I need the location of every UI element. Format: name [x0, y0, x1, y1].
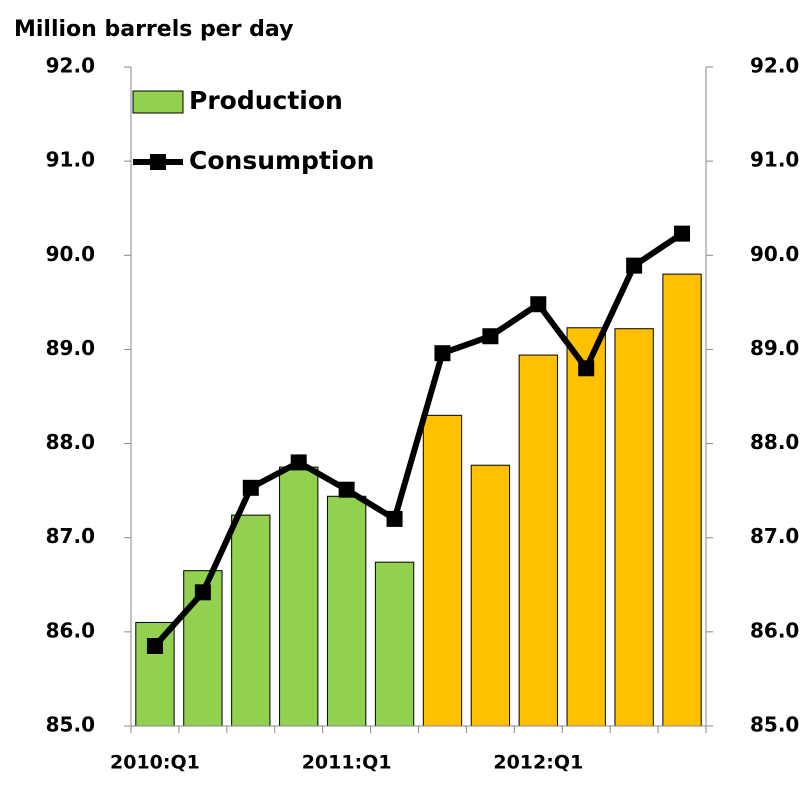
y2-tick-label: 85.0: [750, 713, 799, 737]
bar: [614, 328, 654, 727]
line-marker: [434, 345, 451, 362]
line-marker: [290, 454, 307, 471]
y-tick-label: 91.0: [46, 148, 95, 172]
bar: [518, 354, 558, 727]
y2-tick-label: 91.0: [750, 148, 799, 172]
y2-tick-label: 90.0: [750, 242, 799, 266]
x-tick-label: 2011:Q1: [302, 752, 392, 774]
line-marker: [674, 225, 691, 242]
line-marker: [626, 257, 643, 274]
bar: [231, 514, 271, 727]
y-tick-label: 86.0: [46, 618, 95, 642]
y2-tick-label: 92.0: [750, 54, 799, 78]
line-marker: [530, 296, 547, 313]
x-tick-label: 2012:Q1: [493, 752, 583, 774]
line-marker: [194, 584, 211, 601]
y2-tick-label: 86.0: [750, 618, 799, 642]
bar: [279, 466, 319, 727]
y2-tick-label: 88.0: [750, 430, 799, 454]
legend-swatch: [132, 90, 184, 114]
y-tick-label: 85.0: [46, 713, 95, 737]
bar: [374, 561, 415, 727]
y-tick-label: 90.0: [46, 242, 95, 266]
line: [152, 231, 684, 648]
bar: [326, 495, 367, 727]
bar: [135, 621, 175, 727]
legend-marker: [150, 154, 166, 170]
bar: [470, 464, 511, 727]
line-marker: [482, 328, 499, 345]
line-marker: [146, 637, 163, 654]
line-marker: [338, 481, 355, 498]
chart-title: Million barrels per day: [14, 17, 293, 42]
y2-tick-label: 89.0: [750, 336, 799, 360]
line-marker: [578, 360, 595, 377]
y-tick-label: 89.0: [46, 336, 95, 360]
legend-label: Production: [189, 86, 343, 115]
x-tick-label: 2010:Q1: [110, 752, 200, 774]
legend-label: Consumption: [189, 146, 374, 175]
y2-tick-label: 87.0: [750, 524, 799, 548]
bar: [662, 273, 702, 727]
y-tick-label: 88.0: [46, 430, 95, 454]
y-tick-label: 87.0: [46, 524, 95, 548]
bar: [566, 327, 606, 727]
line-marker: [386, 510, 403, 527]
y-tick-label: 92.0: [46, 54, 95, 78]
bar: [422, 414, 463, 727]
line-marker: [242, 479, 259, 496]
